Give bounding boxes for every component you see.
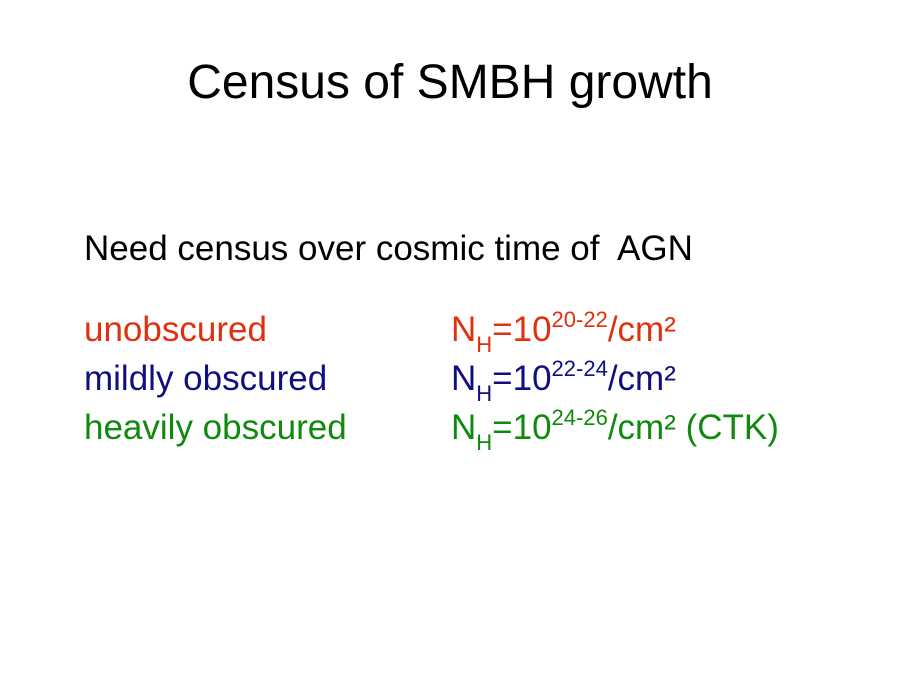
formula-base: =10 <box>492 408 552 447</box>
slide-title: Census of SMBH growth <box>187 56 713 109</box>
formula-base: =10 <box>492 359 552 398</box>
formula-unit: /cm² <box>607 408 676 447</box>
slide-subtitle: Need census over cosmic time of AGN <box>84 229 693 268</box>
formula-base: =10 <box>492 310 552 349</box>
column-density-formula: NH=1022-24/cm² <box>451 356 676 405</box>
formula-exponent: 22-24 <box>551 356 608 381</box>
formula-subscript: H <box>476 430 493 455</box>
obscuration-label: heavily obscured <box>84 408 347 447</box>
formula-subscript: H <box>476 332 493 357</box>
formula-symbol: N <box>451 359 477 398</box>
obscuration-row-heavily-obscured: heavily obscured NH=1024-26/cm² (CTK) <box>0 407 900 457</box>
formula-exponent: 20-22 <box>551 307 608 332</box>
formula-symbol: N <box>451 408 477 447</box>
formula-exponent: 24-26 <box>551 405 608 430</box>
formula-subscript: H <box>476 381 493 406</box>
obscuration-label: unobscured <box>84 310 267 349</box>
obscuration-row-mildly-obscured: mildly obscured NH=1022-24/cm² <box>0 358 900 408</box>
column-density-formula: NH=1020-22/cm² <box>451 307 676 356</box>
formula-note: (CTK) <box>675 408 779 447</box>
column-density-formula: NH=1024-26/cm² (CTK) <box>451 405 779 454</box>
obscuration-label: mildly obscured <box>84 359 328 398</box>
formula-symbol: N <box>451 310 477 349</box>
obscuration-row-unobscured: unobscured NH=1020-22/cm² <box>0 309 900 359</box>
formula-unit: /cm² <box>607 359 676 398</box>
formula-unit: /cm² <box>607 310 676 349</box>
